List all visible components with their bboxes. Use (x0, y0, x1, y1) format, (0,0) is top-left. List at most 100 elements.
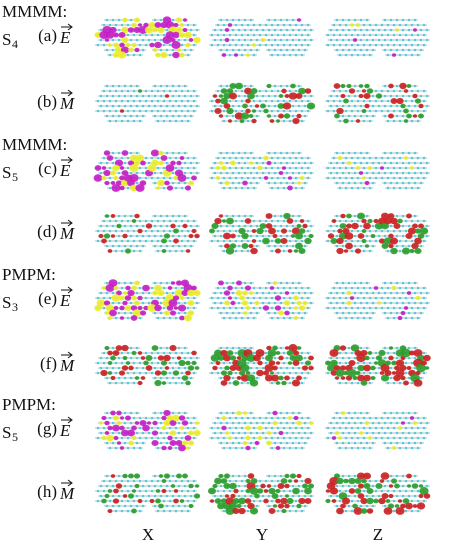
atom (357, 177, 360, 180)
atom (342, 302, 345, 305)
atom (97, 297, 100, 300)
atom (139, 372, 142, 375)
atom (163, 120, 166, 123)
atom (387, 157, 390, 160)
atom (339, 362, 342, 365)
atom (399, 34, 402, 37)
orbital-lobe (304, 238, 311, 244)
field-symbol: M (59, 94, 75, 113)
atom (405, 167, 408, 170)
atom (184, 215, 187, 218)
orbital-lobe (390, 248, 398, 254)
atom (366, 292, 369, 295)
atom (274, 95, 277, 98)
orbital-lobe (142, 285, 150, 292)
atom (363, 297, 366, 300)
orbital-lobe (138, 351, 143, 355)
orbital-lobe (346, 301, 351, 305)
atom (351, 352, 354, 355)
atom (190, 95, 193, 98)
atom (280, 182, 283, 185)
orbital-lobe (398, 316, 403, 320)
atom (292, 302, 295, 305)
atom (387, 44, 390, 47)
orbital-lobe (154, 305, 162, 311)
atom (339, 167, 342, 170)
atom (178, 105, 181, 108)
atom (157, 157, 160, 160)
orbital-lobe (308, 234, 313, 238)
orbital-lobe (185, 361, 190, 365)
atom (339, 90, 342, 93)
orbital-lobe (171, 41, 180, 49)
atom (253, 187, 256, 190)
atom (387, 307, 390, 310)
atom (345, 24, 348, 27)
atom (148, 95, 151, 98)
atom (408, 29, 411, 32)
orbital-lobe (227, 286, 233, 291)
atom (298, 215, 301, 218)
atom (411, 220, 414, 223)
atom (363, 34, 366, 37)
orbital-lobe (363, 223, 371, 230)
atom (405, 54, 408, 57)
atom (268, 49, 271, 52)
orbital-lobe (249, 291, 253, 295)
orbital-lobe (298, 248, 305, 254)
orbital-lobe (350, 296, 355, 300)
atom (160, 225, 163, 228)
atom (292, 282, 295, 285)
orbital-lobe (356, 166, 360, 170)
atom (133, 34, 136, 37)
atom (402, 49, 405, 52)
atom (232, 29, 235, 32)
atom (408, 377, 411, 380)
atom (118, 245, 121, 248)
orbital-lobe (263, 109, 268, 114)
atom (235, 372, 238, 375)
atom (223, 110, 226, 113)
orbital-lobe (268, 349, 277, 357)
atom (369, 362, 372, 365)
orbital-lobe (168, 286, 173, 290)
atom (226, 172, 229, 175)
orbital-lobe (305, 88, 311, 93)
atom (139, 120, 142, 123)
atom (381, 34, 384, 37)
atom (390, 292, 393, 295)
orbital-lobe (298, 88, 306, 95)
atom (259, 100, 262, 103)
atom (396, 49, 399, 52)
atom (109, 220, 112, 223)
orbital-lobe (194, 234, 199, 239)
atom (339, 24, 342, 27)
atom (211, 177, 214, 180)
atom (184, 152, 187, 155)
orbital-lobe (127, 290, 134, 296)
atom (354, 19, 357, 22)
atom (181, 287, 184, 290)
atom (244, 39, 247, 42)
orbital-lobe (230, 161, 236, 166)
atom (109, 230, 112, 233)
atom (280, 152, 283, 155)
atom (408, 302, 411, 305)
orbital-lobe (357, 213, 365, 220)
atom (100, 39, 103, 42)
atom (127, 240, 130, 243)
atom (145, 372, 148, 375)
orbital-lobe (193, 290, 200, 296)
orbital-lobe (361, 239, 366, 243)
atom (378, 235, 381, 238)
atom (286, 85, 289, 88)
atom (402, 162, 405, 165)
orbital-lobe (123, 356, 128, 360)
atom (256, 39, 259, 42)
atom (274, 292, 277, 295)
atom (187, 352, 190, 355)
orbital-lobe (412, 94, 417, 98)
atom (372, 357, 375, 360)
atom (411, 287, 414, 290)
atom (363, 167, 366, 170)
